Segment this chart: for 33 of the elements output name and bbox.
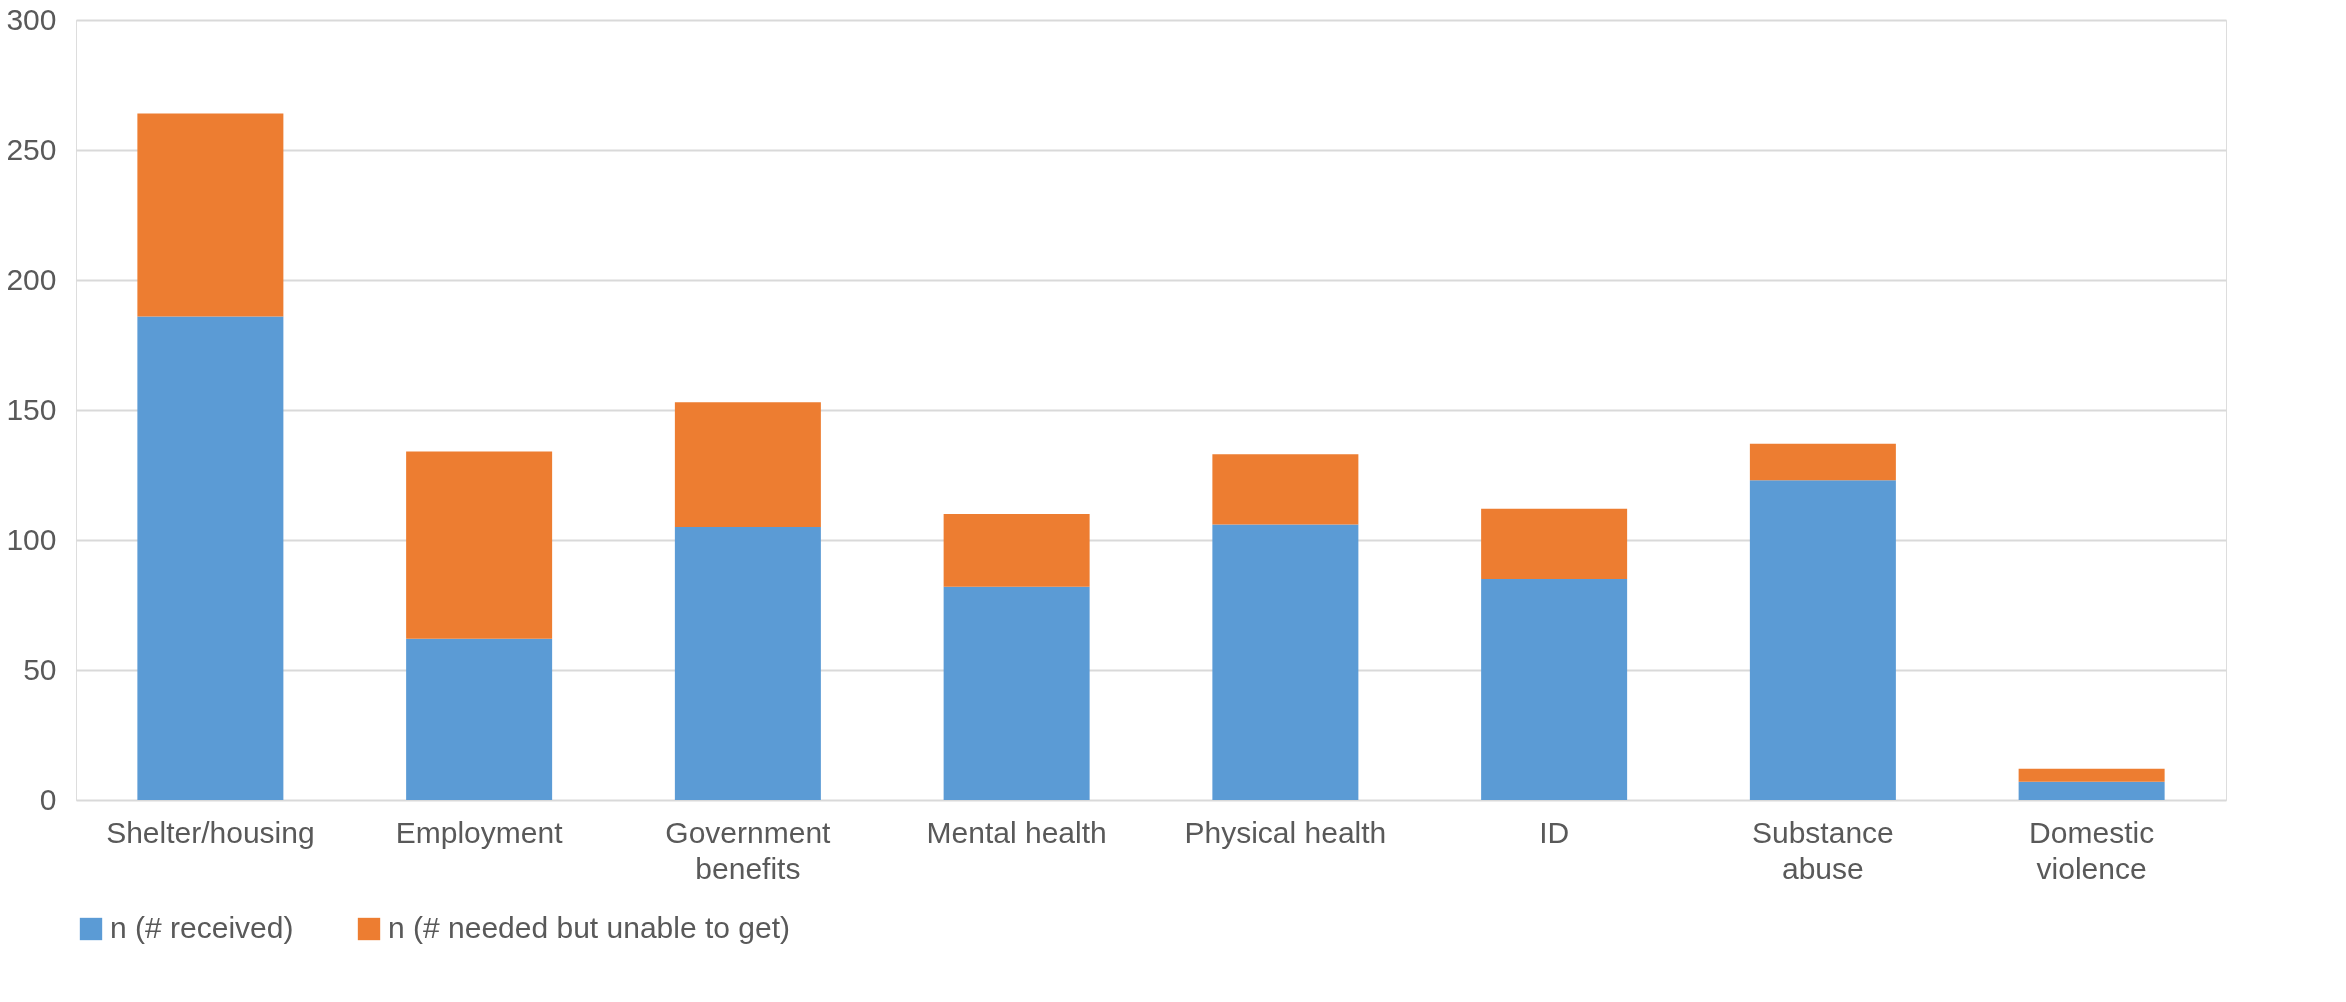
legend-label: n (# received) <box>110 911 294 944</box>
bar <box>1481 508 1628 579</box>
x-tick-label: Substance abuse <box>1751 815 1894 885</box>
bar <box>137 316 284 800</box>
bar <box>1481 579 1628 800</box>
bar <box>2018 768 2165 782</box>
x-tick-label: Domestic violence <box>2029 815 2155 885</box>
bar <box>674 402 821 527</box>
bar <box>2018 781 2165 800</box>
x-tick-label: Shelter/housing <box>106 815 315 849</box>
y-tick-label: 50 <box>23 652 57 686</box>
y-tick-label: 100 <box>6 522 57 556</box>
bar <box>406 638 553 800</box>
x-tick-label: ID <box>1539 815 1570 849</box>
bar <box>1749 443 1896 481</box>
bar <box>1749 480 1896 800</box>
bar <box>1212 524 1359 800</box>
y-tick-label: 300 <box>6 2 57 36</box>
bar <box>1212 454 1359 525</box>
x-tick-label: Mental health <box>926 815 1107 849</box>
bar <box>943 586 1090 800</box>
x-tick-label: Government benefits <box>665 815 832 885</box>
y-tick-label: 200 <box>6 262 57 296</box>
bar <box>137 113 284 317</box>
y-tick-label: 250 <box>6 132 57 166</box>
bar <box>406 451 553 639</box>
bar <box>674 527 821 800</box>
x-tick-label: Employment <box>395 815 564 849</box>
y-tick-label: 150 <box>6 392 57 426</box>
y-tick-label: 0 <box>39 782 57 816</box>
legend-label: n (# needed but unable to get) <box>388 911 790 944</box>
bar <box>943 514 1090 587</box>
x-tick-label: Physical health <box>1184 815 1387 849</box>
